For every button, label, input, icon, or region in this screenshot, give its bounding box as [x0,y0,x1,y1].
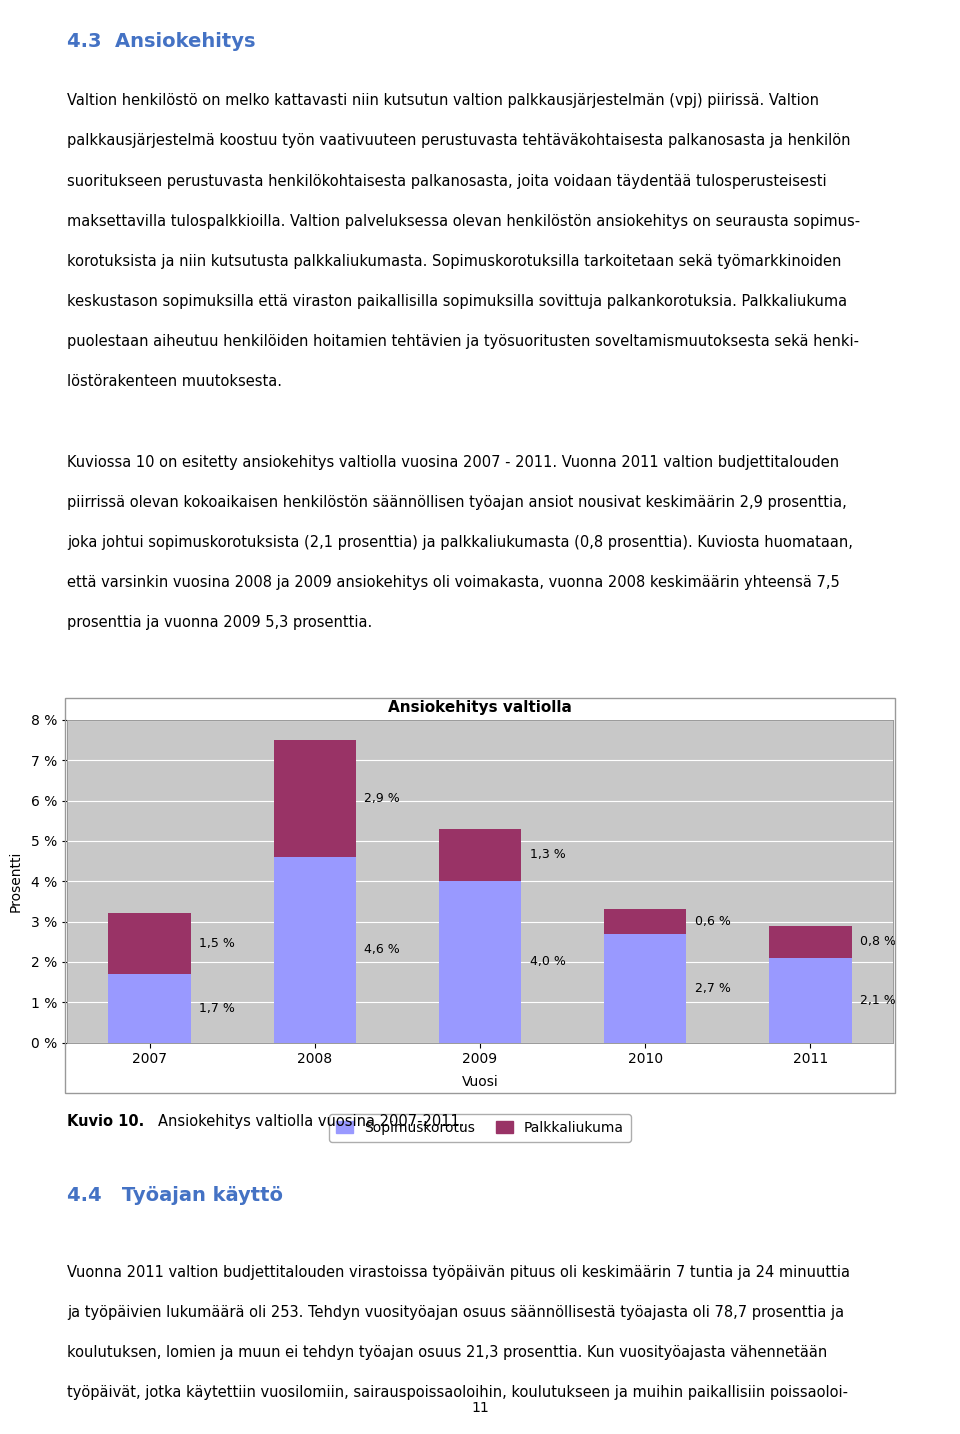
Text: 4.3  Ansiokehitys: 4.3 Ansiokehitys [67,32,255,50]
Text: että varsinkin vuosina 2008 ja 2009 ansiokehitys oli voimakasta, vuonna 2008 kes: että varsinkin vuosina 2008 ja 2009 ansi… [67,575,840,589]
Bar [108,913,191,974]
Bar [439,880,521,1043]
Text: prosenttia ja vuonna 2009 5,3 prosenttia.: prosenttia ja vuonna 2009 5,3 prosenttia… [67,615,372,630]
Text: 0,6 %: 0,6 % [695,915,731,928]
Bar [274,740,356,858]
Bar [769,925,852,958]
Bar [769,958,852,1043]
Text: 2,9 %: 2,9 % [365,792,400,804]
Legend: Sopimuskorotus, Palkkaliukuma: Sopimuskorotus, Palkkaliukuma [329,1114,631,1141]
Bar [439,829,521,880]
Bar [604,934,686,1043]
Text: Kuvio 10.: Kuvio 10. [67,1114,144,1129]
Text: piirrissä olevan kokoaikaisen henkilöstön säännöllisen työajan ansiot nousivat k: piirrissä olevan kokoaikaisen henkilöstö… [67,495,847,509]
Text: korotuksista ja niin kutsutusta palkkaliukumasta. Sopimuskorotuksilla tarkoiteta: korotuksista ja niin kutsutusta palkkali… [67,254,842,268]
X-axis label: Vuosi: Vuosi [462,1074,498,1088]
Text: 1,7 %: 1,7 % [200,1002,235,1015]
Text: 4,0 %: 4,0 % [530,955,565,968]
Text: 2,7 %: 2,7 % [695,981,731,995]
Text: Valtion henkilöstö on melko kattavasti niin kutsutun valtion palkkausjärjestelmä: Valtion henkilöstö on melko kattavasti n… [67,93,819,108]
Text: 1,5 %: 1,5 % [200,938,235,951]
Y-axis label: Prosentti: Prosentti [9,850,23,912]
Text: palkkausjärjestelmä koostuu työn vaativuuteen perustuvasta tehtäväkohtaisesta pa: palkkausjärjestelmä koostuu työn vaativu… [67,133,851,148]
Text: keskustason sopimuksilla että viraston paikallisilla sopimuksilla sovittuja palk: keskustason sopimuksilla että viraston p… [67,294,848,308]
Text: koulutuksen, lomien ja muun ei tehdyn työajan osuus 21,3 prosenttia. Kun vuosity: koulutuksen, lomien ja muun ei tehdyn ty… [67,1345,828,1359]
Text: 2,1 %: 2,1 % [860,994,896,1007]
Bar [108,974,191,1043]
Text: Ansiokehitys valtiolla vuosina 2007-2011.: Ansiokehitys valtiolla vuosina 2007-2011… [158,1114,465,1129]
Text: ja työpäivien lukumäärä oli 253. Tehdyn vuosityöajan osuus säännöllisestä työaja: ja työpäivien lukumäärä oli 253. Tehdyn … [67,1305,845,1319]
Title: Ansiokehitys valtiolla: Ansiokehitys valtiolla [388,700,572,714]
Text: maksettavilla tulospalkkioilla. Valtion palveluksessa olevan henkilöstön ansioke: maksettavilla tulospalkkioilla. Valtion … [67,214,860,228]
Text: puolestaan aiheutuu henkilöiden hoitamien tehtävien ja työsuoritusten soveltamis: puolestaan aiheutuu henkilöiden hoitamie… [67,334,859,348]
Bar [274,858,356,1043]
Text: 0,8 %: 0,8 % [860,935,896,948]
Text: 1,3 %: 1,3 % [530,849,565,862]
Text: 11: 11 [471,1401,489,1415]
Text: Kuviossa 10 on esitetty ansiokehitys valtiolla vuosina 2007 - 2011. Vuonna 2011 : Kuviossa 10 on esitetty ansiokehitys val… [67,455,839,469]
Text: 4.4   Työajan käyttö: 4.4 Työajan käyttö [67,1186,283,1205]
Text: Vuonna 2011 valtion budjettitalouden virastoissa työpäivän pituus oli keskimääri: Vuonna 2011 valtion budjettitalouden vir… [67,1265,851,1279]
Text: suoritukseen perustuvasta henkilökohtaisesta palkanosasta, joita voidaan täydent: suoritukseen perustuvasta henkilökohtais… [67,174,827,188]
Text: joka johtui sopimuskorotuksista (2,1 prosenttia) ja palkkaliukumasta (0,8 prosen: joka johtui sopimuskorotuksista (2,1 pro… [67,535,853,549]
Text: työpäivät, jotka käytettiin vuosilomiin, sairauspoissaoloihin, koulutukseen ja m: työpäivät, jotka käytettiin vuosilomiin,… [67,1385,849,1400]
Text: löstörakenteen muutoksesta.: löstörakenteen muutoksesta. [67,374,282,389]
Bar [604,909,686,934]
Text: 4,6 %: 4,6 % [365,944,400,956]
